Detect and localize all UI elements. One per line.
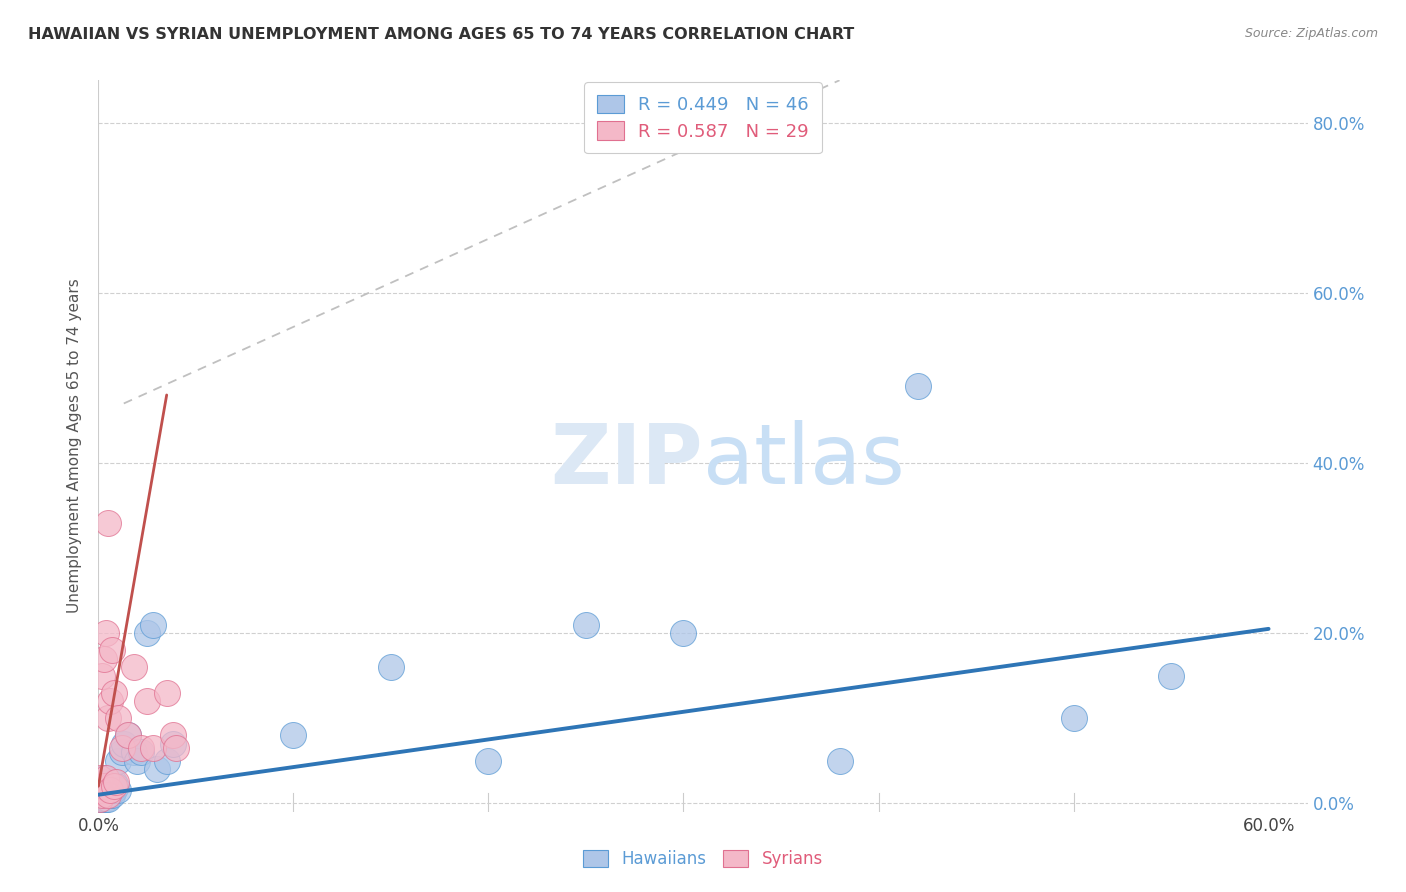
- Point: [97, 779, 120, 793]
- Point: [97, 516, 120, 530]
- Y-axis label: Unemployment Among Ages 65 to 74 years: Unemployment Among Ages 65 to 74 years: [67, 278, 83, 614]
- Point: [1063, 711, 1085, 725]
- Point: [89, 771, 111, 785]
- Point: [103, 779, 125, 793]
- Point: [672, 626, 695, 640]
- Point: [117, 728, 139, 742]
- Point: [122, 660, 145, 674]
- Point: [93, 651, 115, 665]
- Legend: R = 0.449   N = 46, R = 0.587   N = 29: R = 0.449 N = 46, R = 0.587 N = 29: [585, 82, 821, 153]
- Point: [162, 737, 184, 751]
- Point: [107, 711, 129, 725]
- Point: [107, 783, 129, 797]
- Point: [93, 779, 115, 793]
- Point: [103, 783, 125, 797]
- Point: [97, 783, 120, 797]
- Point: [96, 626, 118, 640]
- Point: [828, 754, 851, 768]
- Point: [97, 711, 120, 725]
- Point: [96, 788, 118, 802]
- Point: [104, 779, 127, 793]
- Point: [103, 775, 125, 789]
- Point: [162, 728, 184, 742]
- Point: [112, 737, 135, 751]
- Point: [142, 617, 165, 632]
- Point: [101, 779, 124, 793]
- Point: [477, 754, 499, 768]
- Point: [142, 740, 165, 755]
- Point: [104, 775, 127, 789]
- Point: [89, 779, 111, 793]
- Point: [107, 754, 129, 768]
- Point: [575, 617, 598, 632]
- Point: [91, 779, 114, 793]
- Point: [156, 686, 179, 700]
- Point: [97, 788, 120, 802]
- Point: [283, 728, 305, 742]
- Point: [93, 783, 115, 797]
- Point: [136, 626, 159, 640]
- Text: atlas: atlas: [703, 420, 904, 501]
- Point: [98, 783, 121, 797]
- Text: Source: ZipAtlas.com: Source: ZipAtlas.com: [1244, 27, 1378, 40]
- Point: [93, 792, 115, 806]
- Point: [89, 792, 111, 806]
- Point: [91, 779, 114, 793]
- Point: [89, 783, 111, 797]
- Point: [146, 762, 169, 776]
- Point: [96, 792, 118, 806]
- Text: ZIP: ZIP: [551, 420, 703, 501]
- Point: [93, 788, 115, 802]
- Point: [96, 779, 118, 793]
- Point: [93, 771, 115, 785]
- Legend: Hawaiians, Syrians: Hawaiians, Syrians: [576, 843, 830, 875]
- Point: [101, 788, 124, 802]
- Point: [96, 771, 118, 785]
- Point: [98, 694, 121, 708]
- Point: [131, 745, 153, 759]
- Point: [122, 745, 145, 759]
- Point: [93, 775, 115, 789]
- Point: [1160, 668, 1182, 682]
- Point: [98, 788, 121, 802]
- Point: [111, 740, 134, 755]
- Point: [117, 728, 139, 742]
- Point: [136, 694, 159, 708]
- Point: [101, 643, 124, 657]
- Point: [91, 788, 114, 802]
- Point: [156, 754, 179, 768]
- Point: [89, 788, 111, 802]
- Point: [380, 660, 402, 674]
- Point: [97, 792, 120, 806]
- Point: [111, 745, 134, 759]
- Point: [91, 792, 114, 806]
- Point: [89, 792, 111, 806]
- Point: [103, 686, 125, 700]
- Point: [907, 379, 929, 393]
- Point: [91, 668, 114, 682]
- Point: [165, 740, 187, 755]
- Text: HAWAIIAN VS SYRIAN UNEMPLOYMENT AMONG AGES 65 TO 74 YEARS CORRELATION CHART: HAWAIIAN VS SYRIAN UNEMPLOYMENT AMONG AG…: [28, 27, 855, 42]
- Point: [127, 754, 149, 768]
- Point: [131, 740, 153, 755]
- Point: [91, 788, 114, 802]
- Point: [98, 783, 121, 797]
